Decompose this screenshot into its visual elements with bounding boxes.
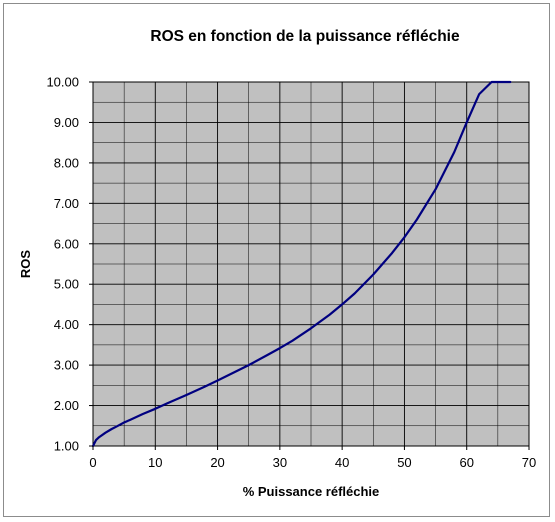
y-tick-label: 7.00 <box>54 196 79 211</box>
x-axis-title: % Puissance réfléchie <box>243 484 380 499</box>
y-tick-label: 1.00 <box>54 439 79 454</box>
y-tick-label: 9.00 <box>54 115 79 130</box>
y-axis: 1.00 2.00 3.00 4.00 5.00 6.00 7.00 8.00 9.00 10.0… <box>46 75 93 454</box>
y-tick-label: 6.00 <box>54 236 79 251</box>
x-tick-label: 50 <box>397 455 411 470</box>
x-tick-label: 20 <box>210 455 224 470</box>
y-tick-label: 8.00 <box>54 155 79 170</box>
y-tick-label: 4.00 <box>54 317 79 332</box>
grid <box>92 81 530 447</box>
chart-title: ROS en fonction de la puissance réfléchi… <box>150 28 460 45</box>
x-tick-label: 60 <box>459 455 473 470</box>
y-tick-label: 3.00 <box>54 358 79 373</box>
x-tick-label: 70 <box>522 455 536 470</box>
ros-series-line <box>91 80 512 448</box>
y-axis-title: ROS <box>18 250 33 279</box>
y-tick-label: 10.00 <box>46 75 79 90</box>
x-tick-label: 0 <box>89 455 96 470</box>
x-tick-label: 10 <box>148 455 162 470</box>
x-axis: 0 10 20 30 40 50 60 70 <box>89 446 536 470</box>
y-tick-label: 5.00 <box>54 277 79 292</box>
x-tick-label: 40 <box>335 455 349 470</box>
y-tick-label: 2.00 <box>54 398 79 413</box>
x-tick-label: 30 <box>273 455 287 470</box>
plot-border <box>92 81 530 447</box>
